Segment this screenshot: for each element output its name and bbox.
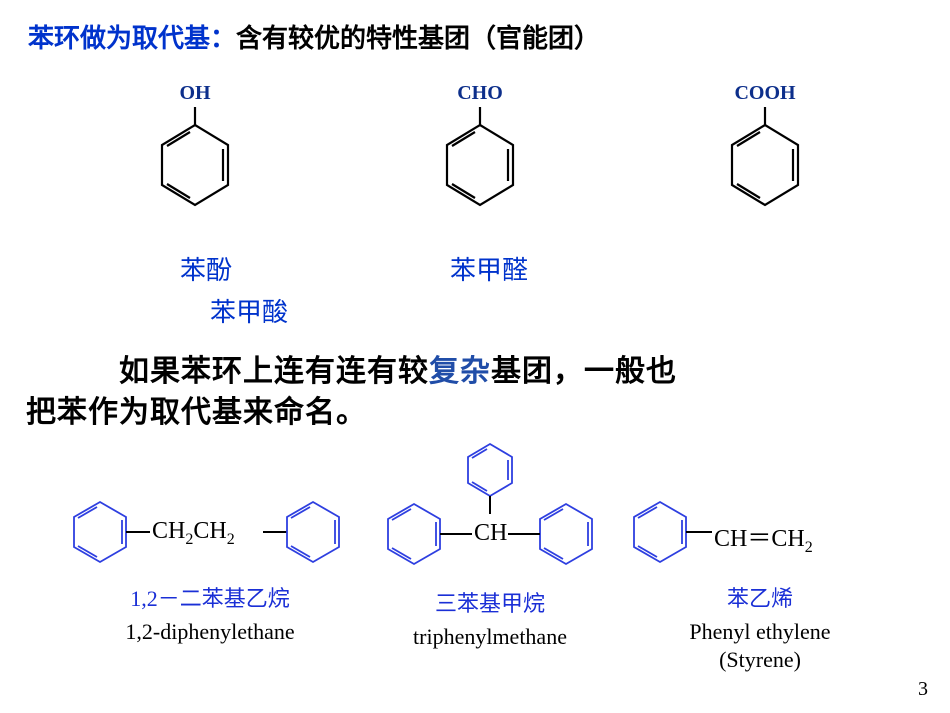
cn-name-styrene: 苯乙烯 [630, 581, 890, 613]
body-line1a: 如果苯环上连有连有较 [26, 355, 429, 388]
en-name-styrene-1: Phenyl ethylene [630, 619, 890, 645]
chain-label: CH＝CH2 [714, 518, 813, 557]
body-highlight: 复杂 [429, 355, 491, 388]
en-name-styrene-2: (Styrene) [630, 647, 890, 673]
benzene-icon [720, 107, 810, 227]
chain-label: CH2CH2 [152, 518, 235, 549]
structure-styrene: CH＝CH2 苯乙烯 Phenyl ethylene (Styrene) [630, 490, 890, 673]
cn-name-phenol: 苯酚 [180, 250, 232, 287]
top-structures-row: OH CHO [150, 82, 810, 227]
title-rest: 含有较优的特性基团（官能团） [236, 24, 600, 53]
benzene-icon [150, 107, 240, 227]
triphenylmethane-diagram [380, 440, 600, 575]
structure-phenol: OH [150, 82, 240, 227]
page-number: 3 [918, 678, 928, 701]
substituent-label: CHO [457, 82, 503, 105]
cn-name-diphenylethane: 1,2－二苯基乙烷 [70, 581, 350, 613]
substituent-label: OH [179, 82, 210, 105]
structure-triphenylmethane: CH 三苯基甲烷 triphenylmethane [380, 440, 600, 650]
chain-label: CH [474, 520, 507, 547]
structure-diphenylethane: CH2CH2 1,2－二苯基乙烷 1,2-diphenylethane [70, 490, 350, 645]
slide-title: 苯环做为取代基：含有较优的特性基团（官能团） [28, 18, 600, 55]
cn-name-benzaldehyde: 苯甲醛 [450, 250, 528, 287]
title-prefix: 苯环做为取代基： [28, 24, 236, 53]
structure-benzoic-acid: COOH [720, 82, 810, 227]
structure-benzaldehyde: CHO [435, 82, 525, 227]
en-name-diphenylethane: 1,2-diphenylethane [70, 619, 350, 645]
body-paragraph: 如果苯环上连有连有较复杂基团，一般也 把苯作为取代基来命名。 [26, 352, 906, 433]
cn-name-triphenylmethane: 三苯基甲烷 [380, 586, 600, 618]
body-line1b: 基团，一般也 [491, 355, 677, 388]
benzene-icon [435, 107, 525, 227]
bottom-structures-row: CH2CH2 1,2－二苯基乙烷 1,2-diphenylethane [60, 440, 920, 690]
body-line2: 把苯作为取代基来命名。 [26, 396, 367, 429]
cn-name-benzoic-acid: 苯甲酸 [210, 292, 288, 329]
en-name-triphenylmethane: triphenylmethane [380, 624, 600, 650]
substituent-label: COOH [734, 82, 795, 105]
